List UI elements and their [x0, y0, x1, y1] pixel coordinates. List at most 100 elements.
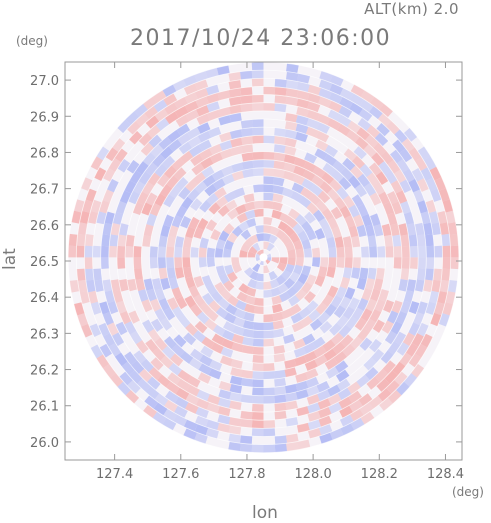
radar-cell — [417, 245, 427, 258]
radar-cell — [296, 98, 310, 109]
radar-cell — [417, 257, 427, 269]
range-ring — [132, 126, 395, 389]
radar-cell — [393, 245, 402, 258]
radar-cell — [186, 384, 200, 397]
radar-cell — [263, 427, 276, 437]
radar-cell — [205, 67, 219, 79]
radar-cell — [125, 234, 136, 247]
radar-cell — [296, 106, 310, 118]
radar-cell — [199, 237, 210, 249]
radar-cell — [198, 247, 208, 258]
radar-cell — [312, 209, 326, 223]
radar-cell — [295, 389, 309, 400]
radar-cell — [343, 148, 358, 162]
radar-cell — [84, 245, 93, 258]
radar-cell — [247, 251, 256, 258]
radar-cell — [100, 257, 110, 269]
radar-cell — [414, 222, 425, 236]
radar-cell — [386, 190, 399, 205]
radar-cell — [245, 286, 257, 298]
radar-cell — [68, 245, 77, 258]
radar-cell — [149, 257, 159, 269]
radar-cell — [301, 178, 315, 191]
radar-cell — [344, 257, 354, 269]
radar-cell — [196, 311, 210, 325]
radar-cell — [184, 226, 196, 239]
radar-cell — [154, 193, 167, 207]
radar-cell — [251, 411, 264, 421]
radar-cell — [117, 381, 132, 396]
radar-cell — [168, 362, 183, 376]
radar-cell — [119, 190, 132, 204]
radar-cell — [147, 328, 161, 343]
range-ring — [230, 224, 297, 291]
radar-cell — [389, 223, 401, 236]
radar-cell — [381, 223, 392, 237]
y-tick-label: 26.2 — [30, 364, 59, 379]
radar-cell — [247, 278, 258, 289]
radar-cell — [163, 93, 178, 107]
range-ring — [173, 167, 354, 348]
radar-cell — [157, 257, 167, 269]
radar-cell — [297, 439, 311, 450]
radar-cell — [177, 369, 192, 383]
radar-cell — [128, 130, 143, 145]
radar-cell — [286, 441, 299, 452]
radar-cell — [349, 408, 364, 422]
radar-cell — [174, 267, 185, 279]
radar-cell — [147, 172, 161, 187]
radar-cell — [141, 181, 155, 196]
radar-cell — [354, 136, 369, 150]
radar-cell — [216, 65, 230, 76]
radar-cell — [242, 336, 254, 347]
radar-cell — [196, 121, 211, 135]
radar-cell — [241, 160, 254, 171]
x-tick-label: 127.6 — [162, 467, 199, 482]
radar-cell — [263, 419, 276, 429]
radar-cell — [410, 363, 425, 378]
radar-cell — [109, 234, 119, 247]
radar-cell — [148, 366, 163, 381]
radar-cell — [306, 300, 319, 313]
radar-cell — [408, 353, 422, 368]
radar-cell — [340, 423, 355, 436]
radar-cell — [298, 306, 312, 320]
radar-cell — [71, 210, 82, 224]
radar-cell — [180, 196, 194, 210]
radar-cell — [390, 180, 403, 194]
radar-cell — [302, 333, 316, 346]
x-tick-label: 127.8 — [228, 467, 265, 482]
radar-cell — [359, 163, 373, 178]
radar-cell — [339, 405, 354, 419]
radar-cell — [263, 395, 275, 404]
radar-cell — [229, 375, 243, 386]
radar-cell — [315, 199, 329, 213]
radar-cell — [101, 234, 111, 247]
radar-cell — [439, 279, 450, 293]
radar-cell — [242, 319, 255, 330]
radar-cell — [307, 419, 322, 431]
radar-cell — [414, 279, 425, 292]
radar-cell — [433, 301, 445, 316]
radar-cell — [173, 257, 183, 269]
radar-cell — [108, 157, 122, 172]
radar-cell — [376, 378, 391, 393]
radar-cell — [341, 343, 356, 358]
radar-cell — [201, 292, 215, 306]
radar-cell — [401, 245, 411, 258]
x-tick-label: 127.4 — [96, 467, 133, 482]
radar-cell — [240, 410, 253, 420]
radar-cell — [441, 268, 451, 281]
radar-cell — [263, 387, 275, 396]
radar-cell — [338, 396, 353, 410]
radar-cell — [272, 193, 284, 204]
radar-cell — [308, 427, 322, 439]
radar-cell — [189, 303, 203, 317]
radar-cell — [370, 152, 385, 167]
radar-cell — [408, 178, 421, 193]
radar-cell — [173, 246, 183, 258]
radar-cell — [351, 194, 365, 208]
radar-cell — [128, 190, 141, 205]
radar-cell — [356, 297, 369, 312]
